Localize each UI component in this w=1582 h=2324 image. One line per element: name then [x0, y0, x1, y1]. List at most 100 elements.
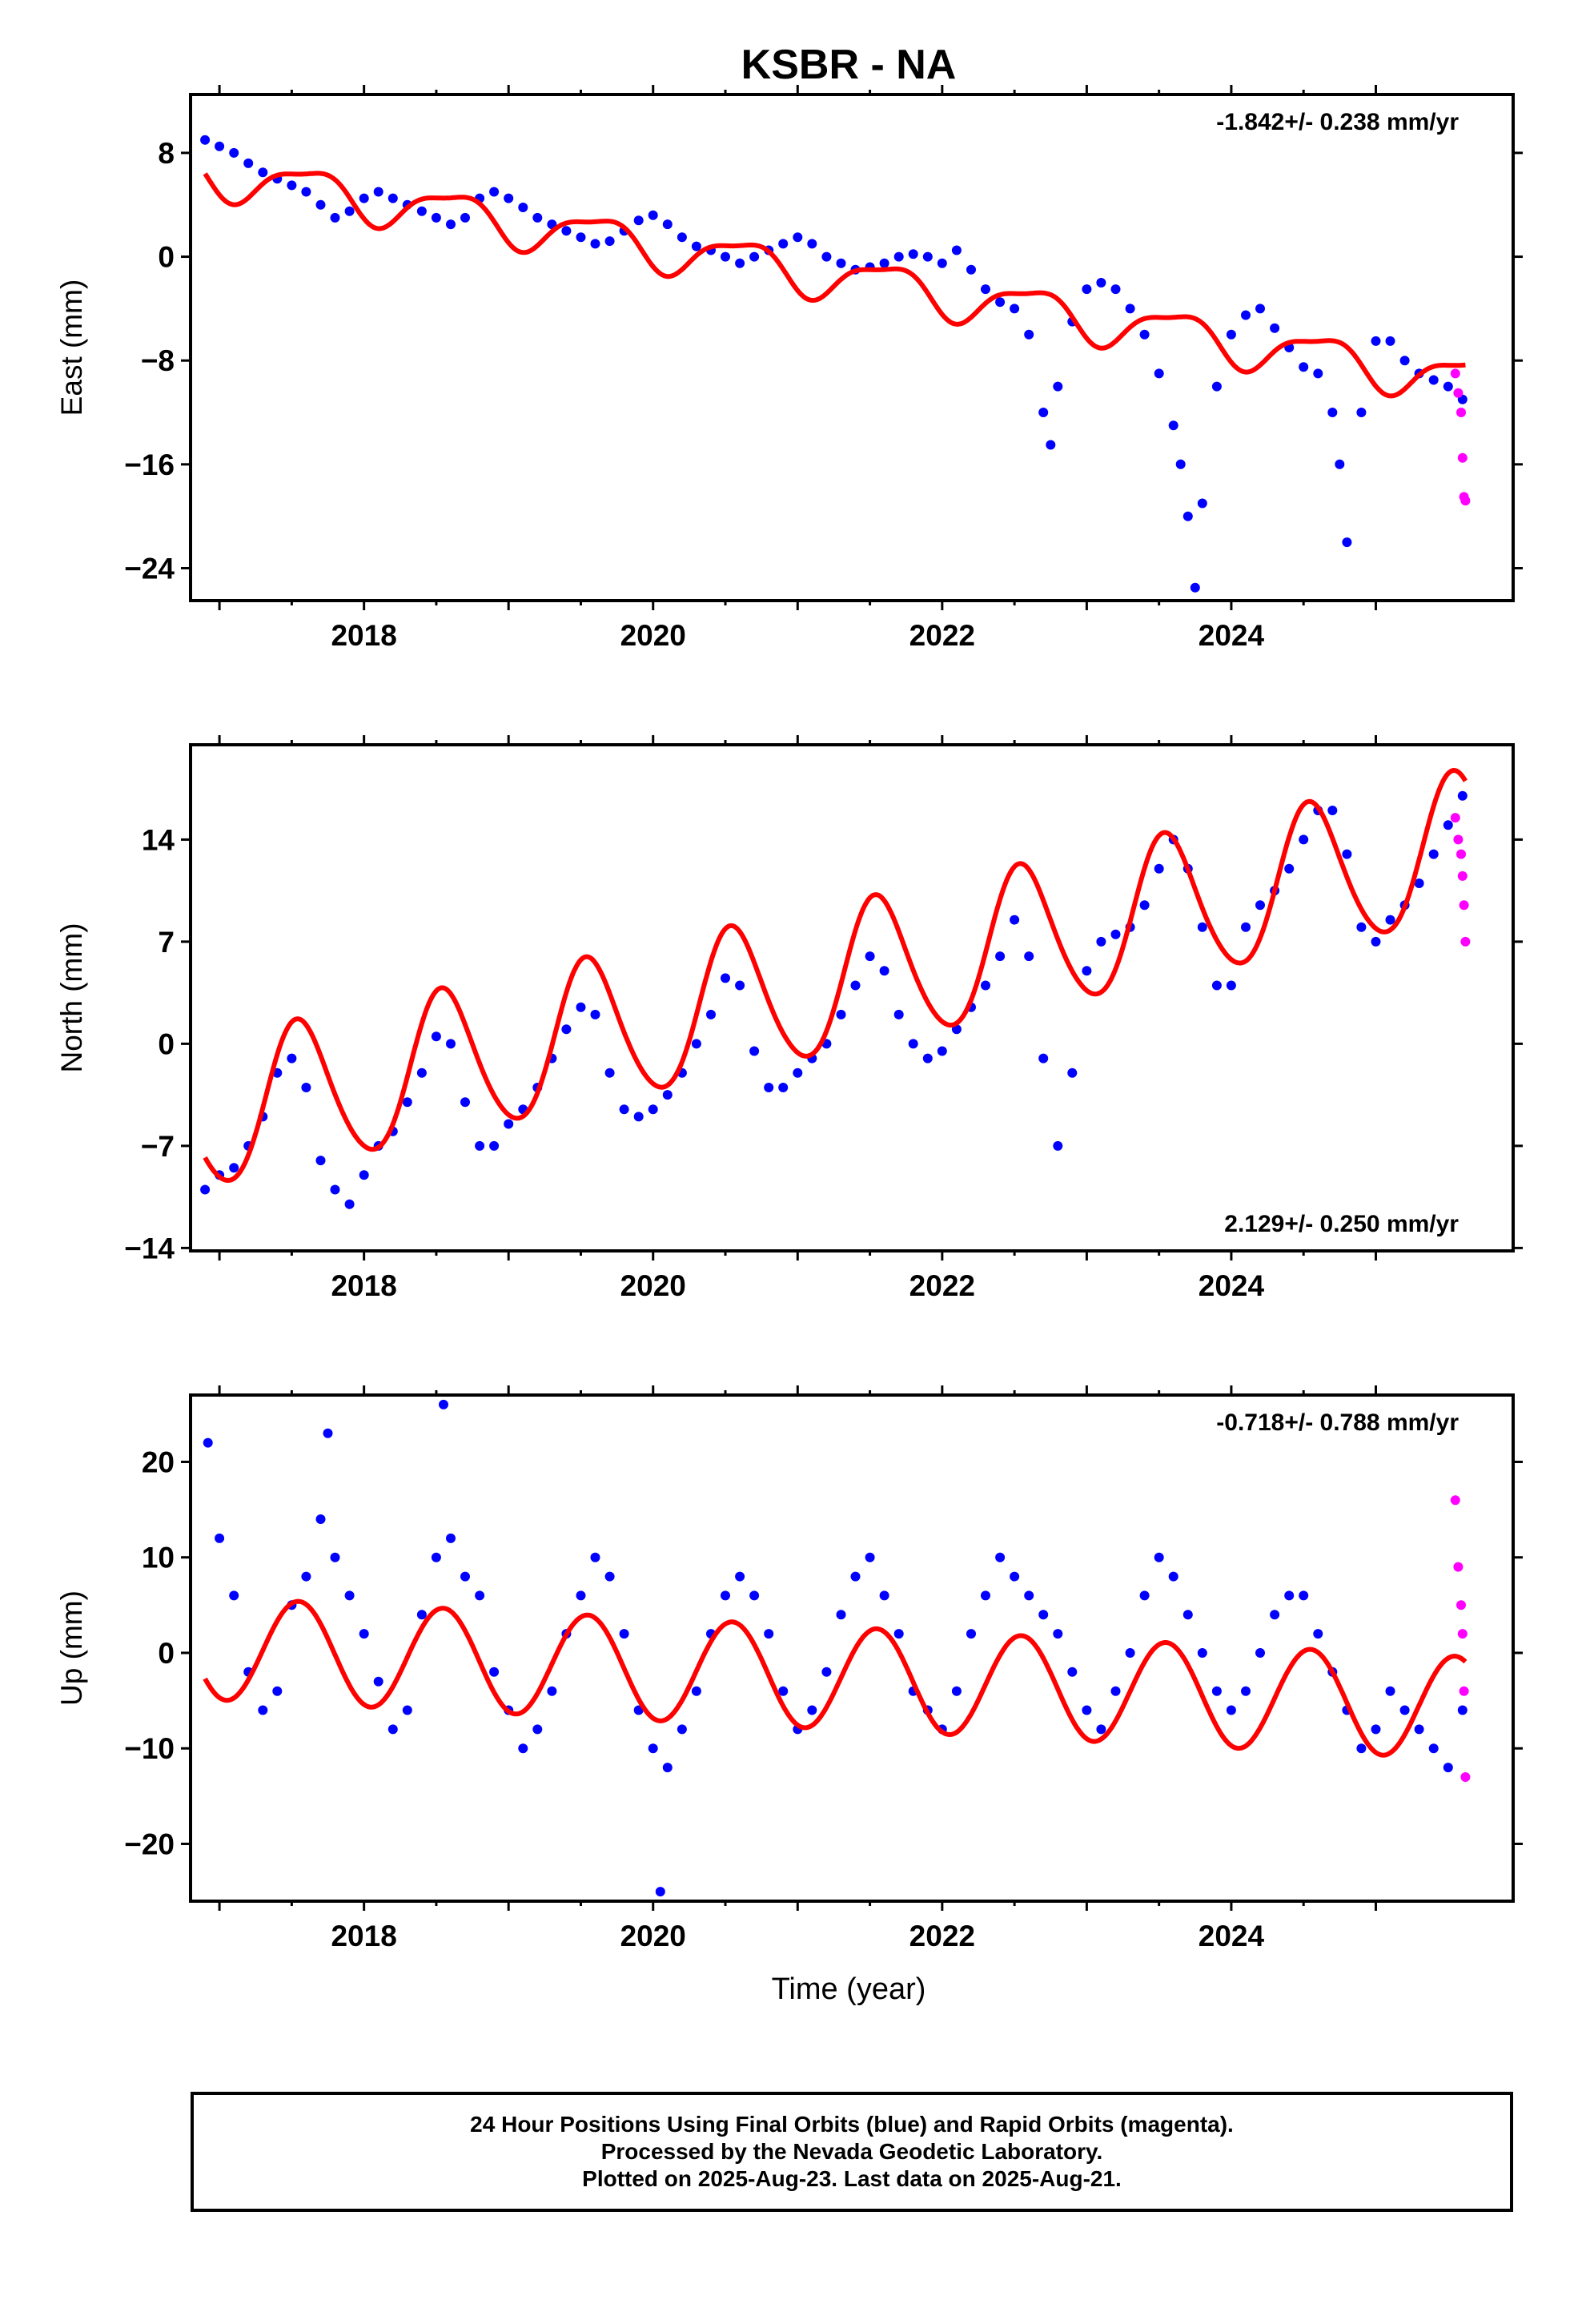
x-tick-label: 2024: [1199, 1920, 1265, 1952]
point-final-31: [619, 1629, 629, 1639]
y-tick-label: −8: [141, 344, 175, 377]
point-final-7: [301, 187, 311, 197]
point-final-82: [1335, 459, 1345, 469]
point-final-13: [373, 1676, 383, 1687]
point-final-55: [951, 1686, 962, 1696]
x-tick-label: 2018: [331, 1920, 396, 1952]
point-final-37: [735, 980, 745, 991]
point-final-42: [764, 1629, 774, 1639]
point-final-55: [995, 951, 1006, 962]
y-tick-label: −16: [124, 448, 175, 481]
point-final-64: [1110, 284, 1121, 295]
point-rapid-2: [1456, 1600, 1466, 1610]
point-final-8: [315, 1156, 326, 1166]
point-final-4: [258, 1705, 268, 1715]
point-final-74: [1226, 1705, 1236, 1715]
point-final-65: [1125, 304, 1135, 314]
point-final-9: [323, 1428, 333, 1438]
x-tick-label: 2020: [620, 1920, 686, 1952]
point-final-34: [691, 241, 701, 251]
figure-title: KSBR - NA: [741, 42, 957, 88]
point-final-86: [1385, 336, 1395, 346]
point-final-66: [1154, 863, 1164, 874]
point-rapid-0: [1450, 368, 1460, 379]
point-final-28: [576, 1590, 586, 1601]
point-final-17: [446, 1039, 456, 1049]
point-rapid-2: [1456, 849, 1466, 859]
point-final-31: [648, 210, 658, 220]
point-final-9: [330, 212, 340, 223]
point-rapid-3: [1457, 1629, 1468, 1639]
point-final-8: [315, 199, 326, 210]
point-final-77: [1270, 323, 1280, 333]
point-final-24: [518, 1743, 528, 1754]
point-final-43: [821, 251, 832, 262]
point-final-83: [1356, 1743, 1367, 1754]
point-final-36: [721, 973, 730, 983]
point-final-0: [200, 135, 211, 145]
point-final-46: [821, 1667, 832, 1677]
point-final-85: [1371, 336, 1381, 346]
point-final-22: [518, 203, 528, 212]
point-final-73: [1211, 381, 1222, 392]
point-final-37: [735, 258, 745, 268]
point-final-70: [1211, 980, 1222, 991]
point-final-51: [893, 1629, 904, 1639]
point-final-69: [1175, 459, 1186, 469]
y-tick-label: −10: [124, 1732, 175, 1765]
y-tick-label: 20: [142, 1445, 175, 1478]
point-final-40: [778, 1083, 789, 1092]
y-tick-label: 0: [158, 241, 175, 274]
point-final-64: [1082, 1705, 1092, 1715]
panel-up: 2018 2020 2022 2024 20 10 0 −10 −20 Up (mm) -0.718…: [55, 1385, 1523, 1952]
point-final-29: [590, 1552, 600, 1562]
point-final-2: [229, 1163, 239, 1173]
point-final-19: [475, 1140, 485, 1151]
y-tick-label: −14: [124, 1232, 175, 1265]
point-final-19: [446, 1533, 456, 1543]
point-final-47: [879, 258, 889, 268]
point-final-60: [1024, 1590, 1034, 1601]
point-final-30: [633, 215, 644, 226]
point-final-77: [1270, 1610, 1280, 1620]
point-final-26: [547, 1686, 557, 1696]
y-tick-label: 14: [142, 823, 175, 856]
velocity-rate-label: 2.129+/- 0.250 mm/yr: [1224, 1211, 1459, 1237]
point-final-74: [1226, 329, 1236, 340]
point-final-21: [475, 1590, 485, 1601]
point-rapid-1: [1453, 834, 1464, 845]
point-final-25: [561, 1024, 572, 1035]
point-final-20: [489, 187, 500, 197]
point-final-48: [893, 251, 904, 262]
point-final-78: [1284, 1590, 1295, 1601]
point-final-72: [1241, 922, 1251, 932]
point-final-38: [749, 251, 760, 262]
point-final-37: [691, 1686, 701, 1696]
point-final-9: [330, 1184, 340, 1195]
point-final-0: [200, 1184, 211, 1195]
point-final-21: [504, 193, 514, 203]
point-final-12: [373, 187, 383, 197]
point-final-86: [1399, 1705, 1410, 1715]
point-final-75: [1241, 1686, 1251, 1696]
data-points: [200, 135, 1471, 593]
point-final-6: [287, 1053, 297, 1063]
point-final-18: [439, 1399, 448, 1409]
point-final-57: [1024, 329, 1034, 340]
point-final-84: [1371, 1724, 1381, 1735]
footer-caption-box: 24 Hour Positions Using Final Orbits (bl…: [191, 2092, 1513, 2212]
point-final-89: [1428, 375, 1439, 385]
point-final-41: [793, 1068, 803, 1078]
x-tick-label: 2020: [620, 619, 686, 652]
point-final-85: [1385, 1686, 1395, 1696]
y-tick-label: 0: [158, 1637, 175, 1670]
point-final-66: [1139, 329, 1150, 340]
point-final-51: [937, 1046, 947, 1056]
point-final-87: [1414, 1724, 1424, 1735]
point-final-26: [576, 232, 586, 243]
point-final-54: [981, 980, 990, 991]
point-final-70: [1168, 1571, 1178, 1582]
point-final-5: [272, 1686, 283, 1696]
point-final-12: [359, 1629, 369, 1639]
point-final-47: [836, 1610, 846, 1620]
